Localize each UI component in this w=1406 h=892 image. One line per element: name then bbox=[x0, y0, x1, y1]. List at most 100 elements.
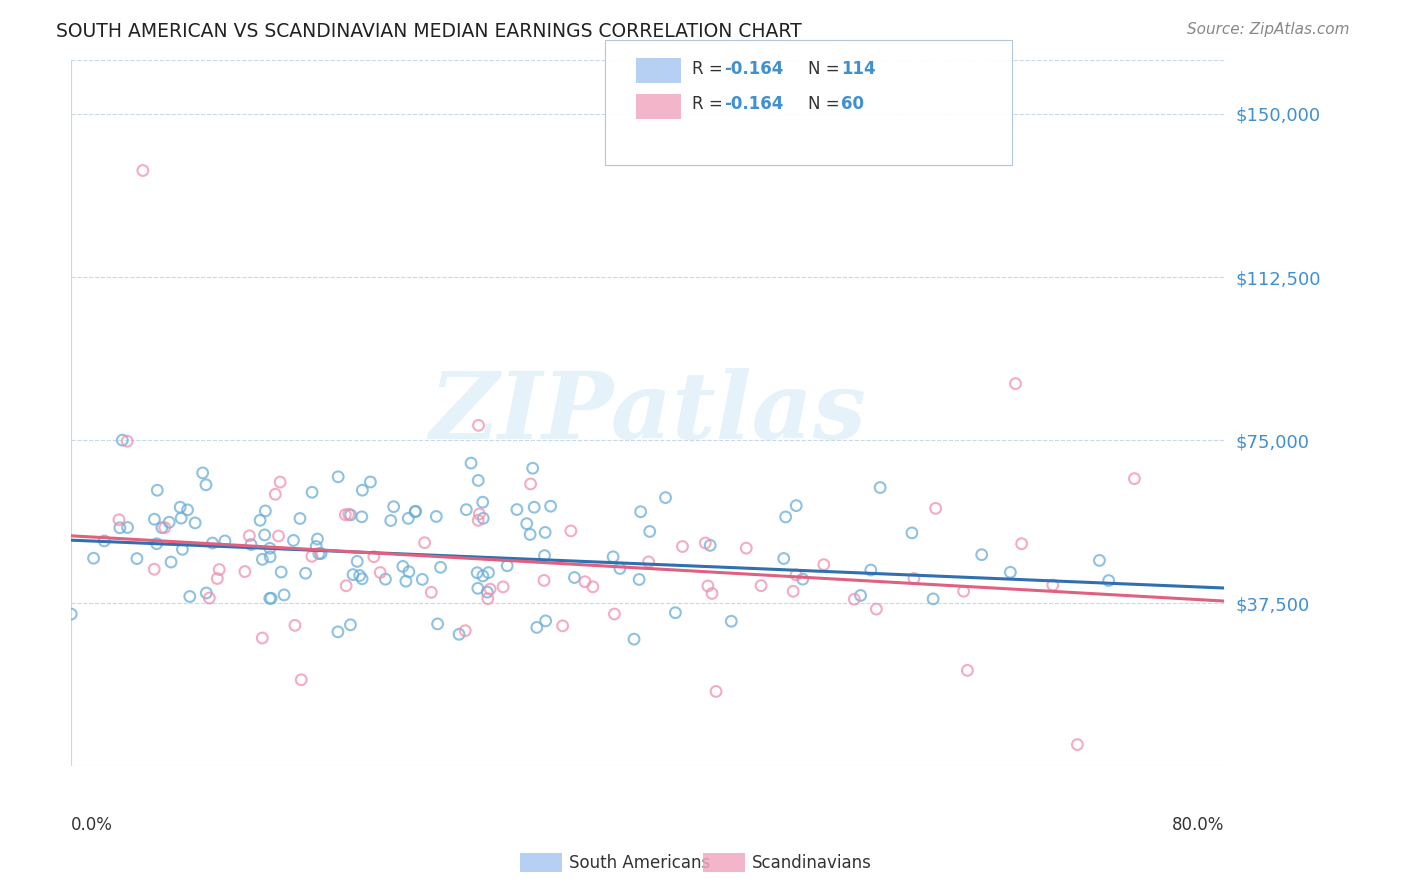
Point bbox=[350, 509, 373, 524]
Text: ZIPatlas: ZIPatlas bbox=[429, 368, 866, 458]
Point bbox=[785, 499, 807, 513]
Point bbox=[700, 586, 723, 600]
Point bbox=[956, 664, 979, 678]
Point bbox=[238, 529, 260, 543]
Point bbox=[132, 163, 155, 178]
Point bbox=[749, 579, 772, 593]
Point bbox=[602, 549, 624, 564]
Point bbox=[172, 542, 194, 557]
Point bbox=[467, 418, 489, 433]
Point bbox=[479, 582, 502, 596]
Point bbox=[252, 552, 274, 566]
Point bbox=[179, 590, 201, 604]
Text: R =: R = bbox=[692, 60, 728, 78]
Point bbox=[108, 521, 131, 535]
Point bbox=[380, 514, 402, 528]
Text: -0.164: -0.164 bbox=[724, 95, 783, 113]
Point bbox=[849, 589, 872, 603]
Point bbox=[970, 548, 993, 562]
Point bbox=[352, 483, 374, 498]
Point bbox=[564, 570, 586, 584]
Point bbox=[283, 533, 305, 548]
Point bbox=[582, 580, 605, 594]
Point bbox=[695, 536, 717, 550]
Point bbox=[259, 549, 281, 564]
Point bbox=[413, 535, 436, 549]
Point bbox=[775, 510, 797, 524]
Point bbox=[603, 607, 626, 621]
Point bbox=[252, 631, 274, 645]
Point bbox=[671, 540, 693, 554]
Point bbox=[160, 555, 183, 569]
Point bbox=[253, 528, 276, 542]
Point bbox=[176, 503, 198, 517]
Point bbox=[326, 624, 349, 639]
Point bbox=[813, 558, 835, 572]
Point bbox=[368, 566, 391, 580]
Point bbox=[184, 516, 207, 530]
Point bbox=[195, 477, 218, 491]
Point bbox=[522, 461, 544, 475]
Point bbox=[301, 549, 323, 564]
Point bbox=[534, 614, 557, 628]
Point bbox=[425, 509, 447, 524]
Point bbox=[638, 524, 661, 539]
Text: Source: ZipAtlas.com: Source: ZipAtlas.com bbox=[1187, 22, 1350, 37]
Point bbox=[519, 527, 541, 541]
Point bbox=[108, 513, 131, 527]
Point bbox=[472, 511, 495, 525]
Point bbox=[117, 434, 139, 449]
Point bbox=[782, 584, 804, 599]
Point bbox=[335, 508, 357, 522]
Point bbox=[859, 563, 882, 577]
Point bbox=[382, 500, 405, 514]
Point bbox=[1042, 578, 1064, 592]
Point bbox=[865, 602, 887, 616]
Point bbox=[467, 474, 489, 488]
Point bbox=[844, 592, 866, 607]
Point bbox=[214, 533, 236, 548]
Point bbox=[560, 524, 582, 538]
Point bbox=[143, 512, 166, 526]
Point bbox=[157, 515, 180, 529]
Point bbox=[922, 591, 945, 606]
Point bbox=[429, 560, 451, 574]
Point bbox=[468, 507, 491, 521]
Point bbox=[465, 566, 488, 580]
Point bbox=[534, 525, 557, 540]
Point bbox=[294, 566, 316, 581]
Point bbox=[460, 456, 482, 470]
Point bbox=[901, 525, 924, 540]
Point bbox=[346, 554, 368, 568]
Point bbox=[290, 673, 312, 687]
Point bbox=[526, 620, 548, 634]
Point bbox=[924, 501, 946, 516]
Point bbox=[516, 516, 538, 531]
Point bbox=[1098, 574, 1121, 588]
Point bbox=[309, 547, 332, 561]
Point bbox=[664, 606, 686, 620]
Text: -0.164: -0.164 bbox=[724, 60, 783, 78]
Point bbox=[249, 513, 271, 527]
Point bbox=[170, 511, 193, 525]
Text: N =: N = bbox=[808, 95, 845, 113]
Point bbox=[398, 565, 420, 579]
Point bbox=[208, 562, 231, 576]
Point bbox=[259, 591, 281, 606]
Point bbox=[339, 508, 361, 522]
Point bbox=[339, 617, 361, 632]
Point bbox=[477, 566, 499, 580]
Point bbox=[240, 537, 263, 551]
Point bbox=[260, 591, 283, 606]
Point bbox=[392, 559, 415, 574]
Point bbox=[772, 551, 794, 566]
Point bbox=[533, 549, 555, 563]
Point bbox=[1123, 472, 1146, 486]
Point bbox=[426, 616, 449, 631]
Point bbox=[411, 573, 433, 587]
Point bbox=[145, 537, 167, 551]
Point bbox=[467, 513, 489, 527]
Point bbox=[696, 579, 718, 593]
Point bbox=[267, 529, 290, 543]
Point bbox=[574, 574, 596, 589]
